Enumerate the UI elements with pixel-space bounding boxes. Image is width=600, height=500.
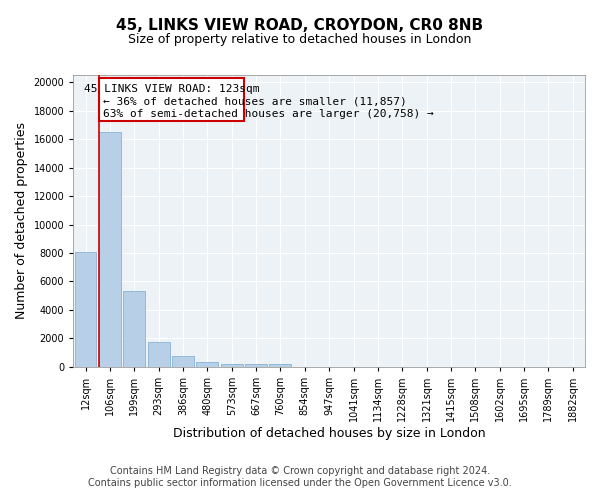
Text: 45, LINKS VIEW ROAD, CROYDON, CR0 8NB: 45, LINKS VIEW ROAD, CROYDON, CR0 8NB [116,18,484,32]
Bar [245,364,267,367]
Bar [196,362,218,367]
Text: Contains HM Land Registry data © Crown copyright and database right 2024.
Contai: Contains HM Land Registry data © Crown c… [88,466,512,487]
Bar [269,364,292,367]
Bar [74,252,97,367]
Bar [99,132,121,367]
FancyBboxPatch shape [99,78,244,120]
Text: ← 36% of detached houses are smaller (11,857): ← 36% of detached houses are smaller (11… [103,96,406,106]
X-axis label: Distribution of detached houses by size in London: Distribution of detached houses by size … [173,427,485,440]
Bar [123,292,145,367]
Bar [148,342,170,367]
Bar [172,356,194,367]
Text: 45 LINKS VIEW ROAD: 123sqm: 45 LINKS VIEW ROAD: 123sqm [83,84,259,94]
Text: Size of property relative to detached houses in London: Size of property relative to detached ho… [128,32,472,46]
Bar [221,364,242,367]
Y-axis label: Number of detached properties: Number of detached properties [15,122,28,320]
Text: 63% of semi-detached houses are larger (20,758) →: 63% of semi-detached houses are larger (… [103,109,433,119]
